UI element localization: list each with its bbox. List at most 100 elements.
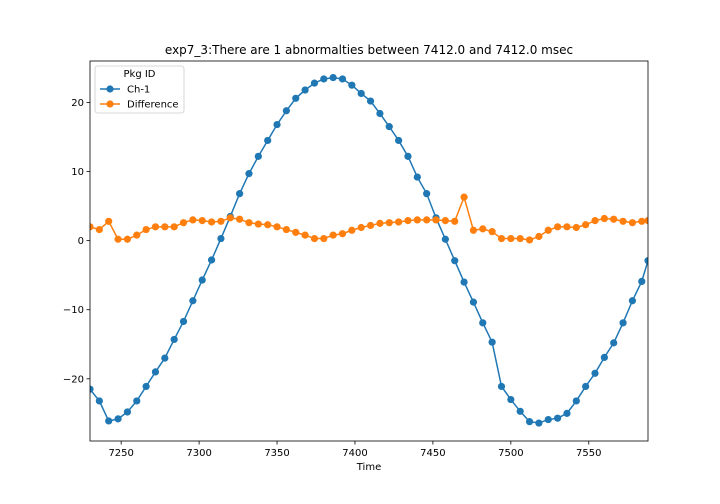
data-point-difference [236,215,244,223]
data-point-ch-1 [525,418,534,426]
x-tick-label: 7450 [420,448,445,459]
data-point-difference [404,217,412,225]
data-point-difference [292,228,300,236]
data-point-ch-1 [413,173,421,181]
x-tick-label: 7300 [186,448,211,459]
data-point-ch-1 [123,408,132,416]
data-point-ch-1 [554,414,562,422]
data-point-difference [179,219,188,227]
data-point-difference [329,231,337,239]
data-point-ch-1 [348,81,356,89]
data-point-ch-1 [535,419,543,427]
data-point-difference [90,223,94,231]
data-point-difference [516,234,524,243]
chart-title: exp7_3:There are 1 abnormalties between … [165,43,573,57]
data-point-ch-1 [507,395,515,404]
data-point-difference [254,220,262,228]
data-point-ch-1 [254,152,262,160]
data-point-difference [320,234,328,243]
data-point-ch-1 [423,190,431,198]
data-point-ch-1 [179,317,188,326]
data-point-difference [582,221,590,229]
data-point-difference [385,219,393,227]
data-point-difference [161,223,169,231]
data-point-ch-1 [610,339,618,347]
y-tick-label: −20 [63,374,84,385]
data-point-difference [479,225,487,233]
data-point-difference [245,219,253,227]
data-point-ch-1 [600,353,608,361]
legend-marker-ch-1 [106,85,114,93]
x-tick-label: 7500 [498,448,523,459]
data-point-difference [628,219,637,227]
y-tick-label: −10 [63,305,84,316]
data-point-difference [554,223,562,231]
data-point-difference [525,236,534,244]
data-point-ch-1 [591,369,599,377]
data-point-difference [207,218,216,226]
legend-label-difference: Difference [127,100,179,111]
data-point-difference [226,214,234,222]
data-point-difference [273,223,281,231]
data-point-difference [488,228,496,236]
legend-label-ch-1: Ch-1 [127,85,150,96]
data-point-ch-1 [516,407,524,415]
data-point-difference [338,230,347,238]
data-point-ch-1 [366,97,375,105]
data-point-ch-1 [572,397,580,405]
data-point-ch-1 [189,297,197,305]
data-point-ch-1 [320,75,328,83]
data-point-ch-1 [151,368,160,376]
data-point-ch-1 [488,338,496,346]
data-point-difference [600,214,608,223]
data-point-difference [133,231,141,239]
data-point-difference [535,232,543,241]
legend-title: Pkg ID [124,69,156,80]
data-point-difference [460,193,468,201]
x-tick-label: 7550 [576,448,601,459]
data-point-difference [217,217,225,225]
data-point-ch-1 [563,409,571,417]
data-point-ch-1 [338,75,347,83]
data-point-difference [413,216,421,224]
plot-series-group [90,73,648,427]
legend-box [94,65,185,114]
data-point-difference [619,217,627,225]
legend: Pkg ID Ch-1 Difference [94,65,185,114]
data-point-difference [142,225,150,234]
data-point-ch-1 [273,120,281,129]
data-point-difference [95,225,103,234]
data-point-ch-1 [133,397,141,405]
data-point-difference [423,216,431,224]
data-point-ch-1 [395,136,403,145]
data-point-ch-1 [105,417,113,425]
x-tick-label: 7400 [342,448,367,459]
data-point-ch-1 [282,107,290,115]
data-point-ch-1 [619,319,627,327]
data-point-ch-1 [469,298,478,306]
data-point-difference [348,226,356,234]
data-point-difference [123,235,132,243]
data-point-difference [544,226,552,234]
data-point-difference [301,231,309,239]
data-point-ch-1 [170,335,178,344]
data-point-difference [638,217,646,225]
data-point-ch-1 [245,170,253,178]
data-point-ch-1 [161,354,169,362]
data-point-ch-1 [479,319,487,327]
x-axis-label: Time [356,462,381,473]
data-point-difference [151,223,160,231]
data-point-difference [310,234,319,243]
data-point-difference [591,217,599,225]
data-point-ch-1 [460,278,468,286]
data-point-difference [469,226,478,234]
data-point-ch-1 [497,382,506,391]
data-point-ch-1 [142,382,150,391]
x-tick-label: 7250 [108,448,133,459]
data-point-ch-1 [385,123,393,131]
data-point-difference [610,215,618,223]
data-point-ch-1 [451,257,459,265]
data-point-difference [395,218,403,226]
data-point-ch-1 [207,256,216,264]
